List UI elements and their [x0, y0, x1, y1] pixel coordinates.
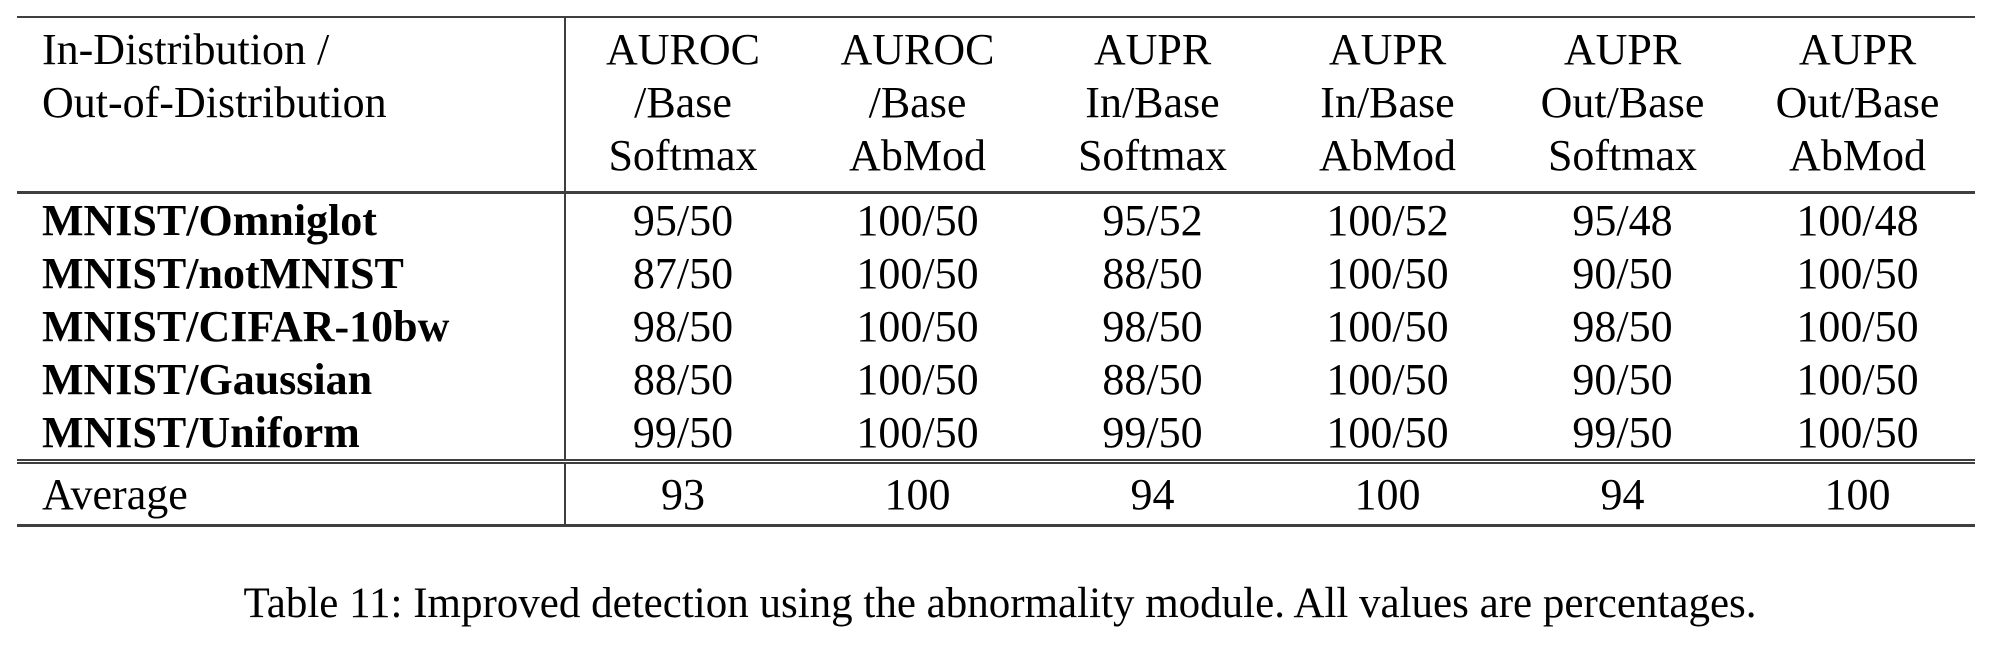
- table-cell: 100: [1740, 459, 1975, 527]
- header-line: Softmax: [1547, 131, 1698, 180]
- row-label: MNIST/Uniform: [17, 406, 566, 462]
- header-line: In-Distribution /: [42, 25, 330, 74]
- table-cell: 99/50: [632, 408, 734, 457]
- column-header-auroc-softmax: AUROC /Base Softmax: [565, 17, 800, 194]
- header-line: AbMod: [1319, 131, 1456, 180]
- table-cell: 100/50: [856, 408, 979, 457]
- header-line: /Base: [634, 78, 732, 127]
- table-cell: 100/50: [856, 196, 979, 245]
- table-cell: 100/50: [1326, 355, 1449, 404]
- table-cell: 100/50: [1326, 302, 1449, 351]
- header-line: Softmax: [608, 131, 758, 180]
- row-label: MNIST/Gaussian: [17, 353, 566, 406]
- results-table: In-Distribution / Out-of-Distribution AU…: [17, 16, 1975, 527]
- header-line: /Base: [868, 78, 967, 127]
- table-cell: 88/50: [1102, 249, 1203, 298]
- average-row: Average 93 100 94 100 94 100: [17, 459, 1975, 527]
- header-line: AUPR: [1328, 25, 1447, 74]
- table-cell: 93: [565, 459, 800, 527]
- table-cell: 95/48: [1572, 196, 1673, 245]
- table-cell: 99/50: [1572, 408, 1673, 457]
- table-cell: 100/50: [1796, 249, 1919, 298]
- header-line: Out-of-Distribution: [42, 78, 387, 127]
- table-cell: 87/50: [632, 249, 734, 298]
- table-cell: 94: [1505, 459, 1740, 527]
- header-line: AUPR: [1563, 25, 1682, 74]
- column-header-aupr-out-abmod: AUPR Out/Base AbMod: [1740, 17, 1975, 194]
- header-line: AbMod: [1789, 131, 1926, 180]
- table-cell: 100/48: [1796, 196, 1919, 245]
- table-cell: 98/50: [1572, 302, 1673, 351]
- table-row-mnist-gaussian: MNIST/Gaussian 88/50 100/50 88/50 100/50…: [17, 353, 1975, 406]
- row-label-average: Average: [17, 459, 566, 527]
- header-line: AbMod: [849, 131, 986, 180]
- header-line: In/Base: [1085, 78, 1220, 127]
- table-cell: 100/50: [1326, 249, 1449, 298]
- table-cell: 100/50: [1326, 408, 1449, 457]
- column-header-aupr-in-abmod: AUPR In/Base AbMod: [1270, 17, 1505, 194]
- table-cell: 100/50: [1796, 302, 1919, 351]
- table-cell: 100/50: [856, 302, 979, 351]
- table-caption: Table 11: Improved detection using the a…: [243, 580, 1757, 627]
- row-label: MNIST/Omniglot: [17, 192, 566, 247]
- header-line: AUROC: [840, 25, 995, 74]
- table-row-mnist-cifar10bw: MNIST/CIFAR-10bw 98/50 100/50 98/50 100/…: [17, 300, 1975, 353]
- row-label: MNIST/CIFAR-10bw: [17, 300, 566, 353]
- column-header-auroc-abmod: AUROC /Base AbMod: [800, 17, 1035, 194]
- header-line: In/Base: [1320, 78, 1455, 127]
- table-cell: 99/50: [1102, 408, 1203, 457]
- table-cell: 100/52: [1326, 196, 1449, 245]
- header-line: AUPR: [1093, 25, 1212, 74]
- header-line: AUPR: [1798, 25, 1917, 74]
- row-label: MNIST/notMNIST: [17, 247, 566, 300]
- table-cell: 90/50: [1572, 355, 1673, 404]
- table-cell: 98/50: [1102, 302, 1203, 351]
- table-cell: 98/50: [632, 302, 734, 351]
- header-line: Softmax: [1077, 131, 1228, 180]
- header-row: In-Distribution / Out-of-Distribution AU…: [17, 17, 1975, 194]
- table-cell: 88/50: [1102, 355, 1203, 404]
- column-header-aupr-out-softmax: AUPR Out/Base Softmax: [1505, 17, 1740, 194]
- header-line: AUROC: [605, 25, 761, 74]
- table-row-mnist-omniglot: MNIST/Omniglot 95/50 100/50 95/52 100/52…: [17, 192, 1975, 247]
- table-row-mnist-notmnist: MNIST/notMNIST 87/50 100/50 88/50 100/50…: [17, 247, 1975, 300]
- header-line: Out/Base: [1775, 78, 1940, 127]
- table-cell: 100/50: [856, 249, 979, 298]
- table-cell: 94: [1035, 459, 1270, 527]
- header-line: Out/Base: [1540, 78, 1705, 127]
- table-cell: 90/50: [1572, 249, 1673, 298]
- table-cell: 100/50: [856, 355, 979, 404]
- table-cell: 100: [1270, 459, 1505, 527]
- table-cell: 88/50: [632, 355, 734, 404]
- table-cell: 95/52: [1102, 196, 1203, 245]
- column-header-aupr-in-softmax: AUPR In/Base Softmax: [1035, 17, 1270, 194]
- table-cell: 100/50: [1796, 408, 1919, 457]
- table-cell: 100: [800, 459, 1035, 527]
- table-row-mnist-uniform: MNIST/Uniform 99/50 100/50 99/50 100/50 …: [17, 406, 1975, 462]
- column-header-distribution: In-Distribution / Out-of-Distribution: [17, 17, 566, 194]
- table-cell: 95/50: [632, 196, 734, 245]
- table-cell: 100/50: [1796, 355, 1919, 404]
